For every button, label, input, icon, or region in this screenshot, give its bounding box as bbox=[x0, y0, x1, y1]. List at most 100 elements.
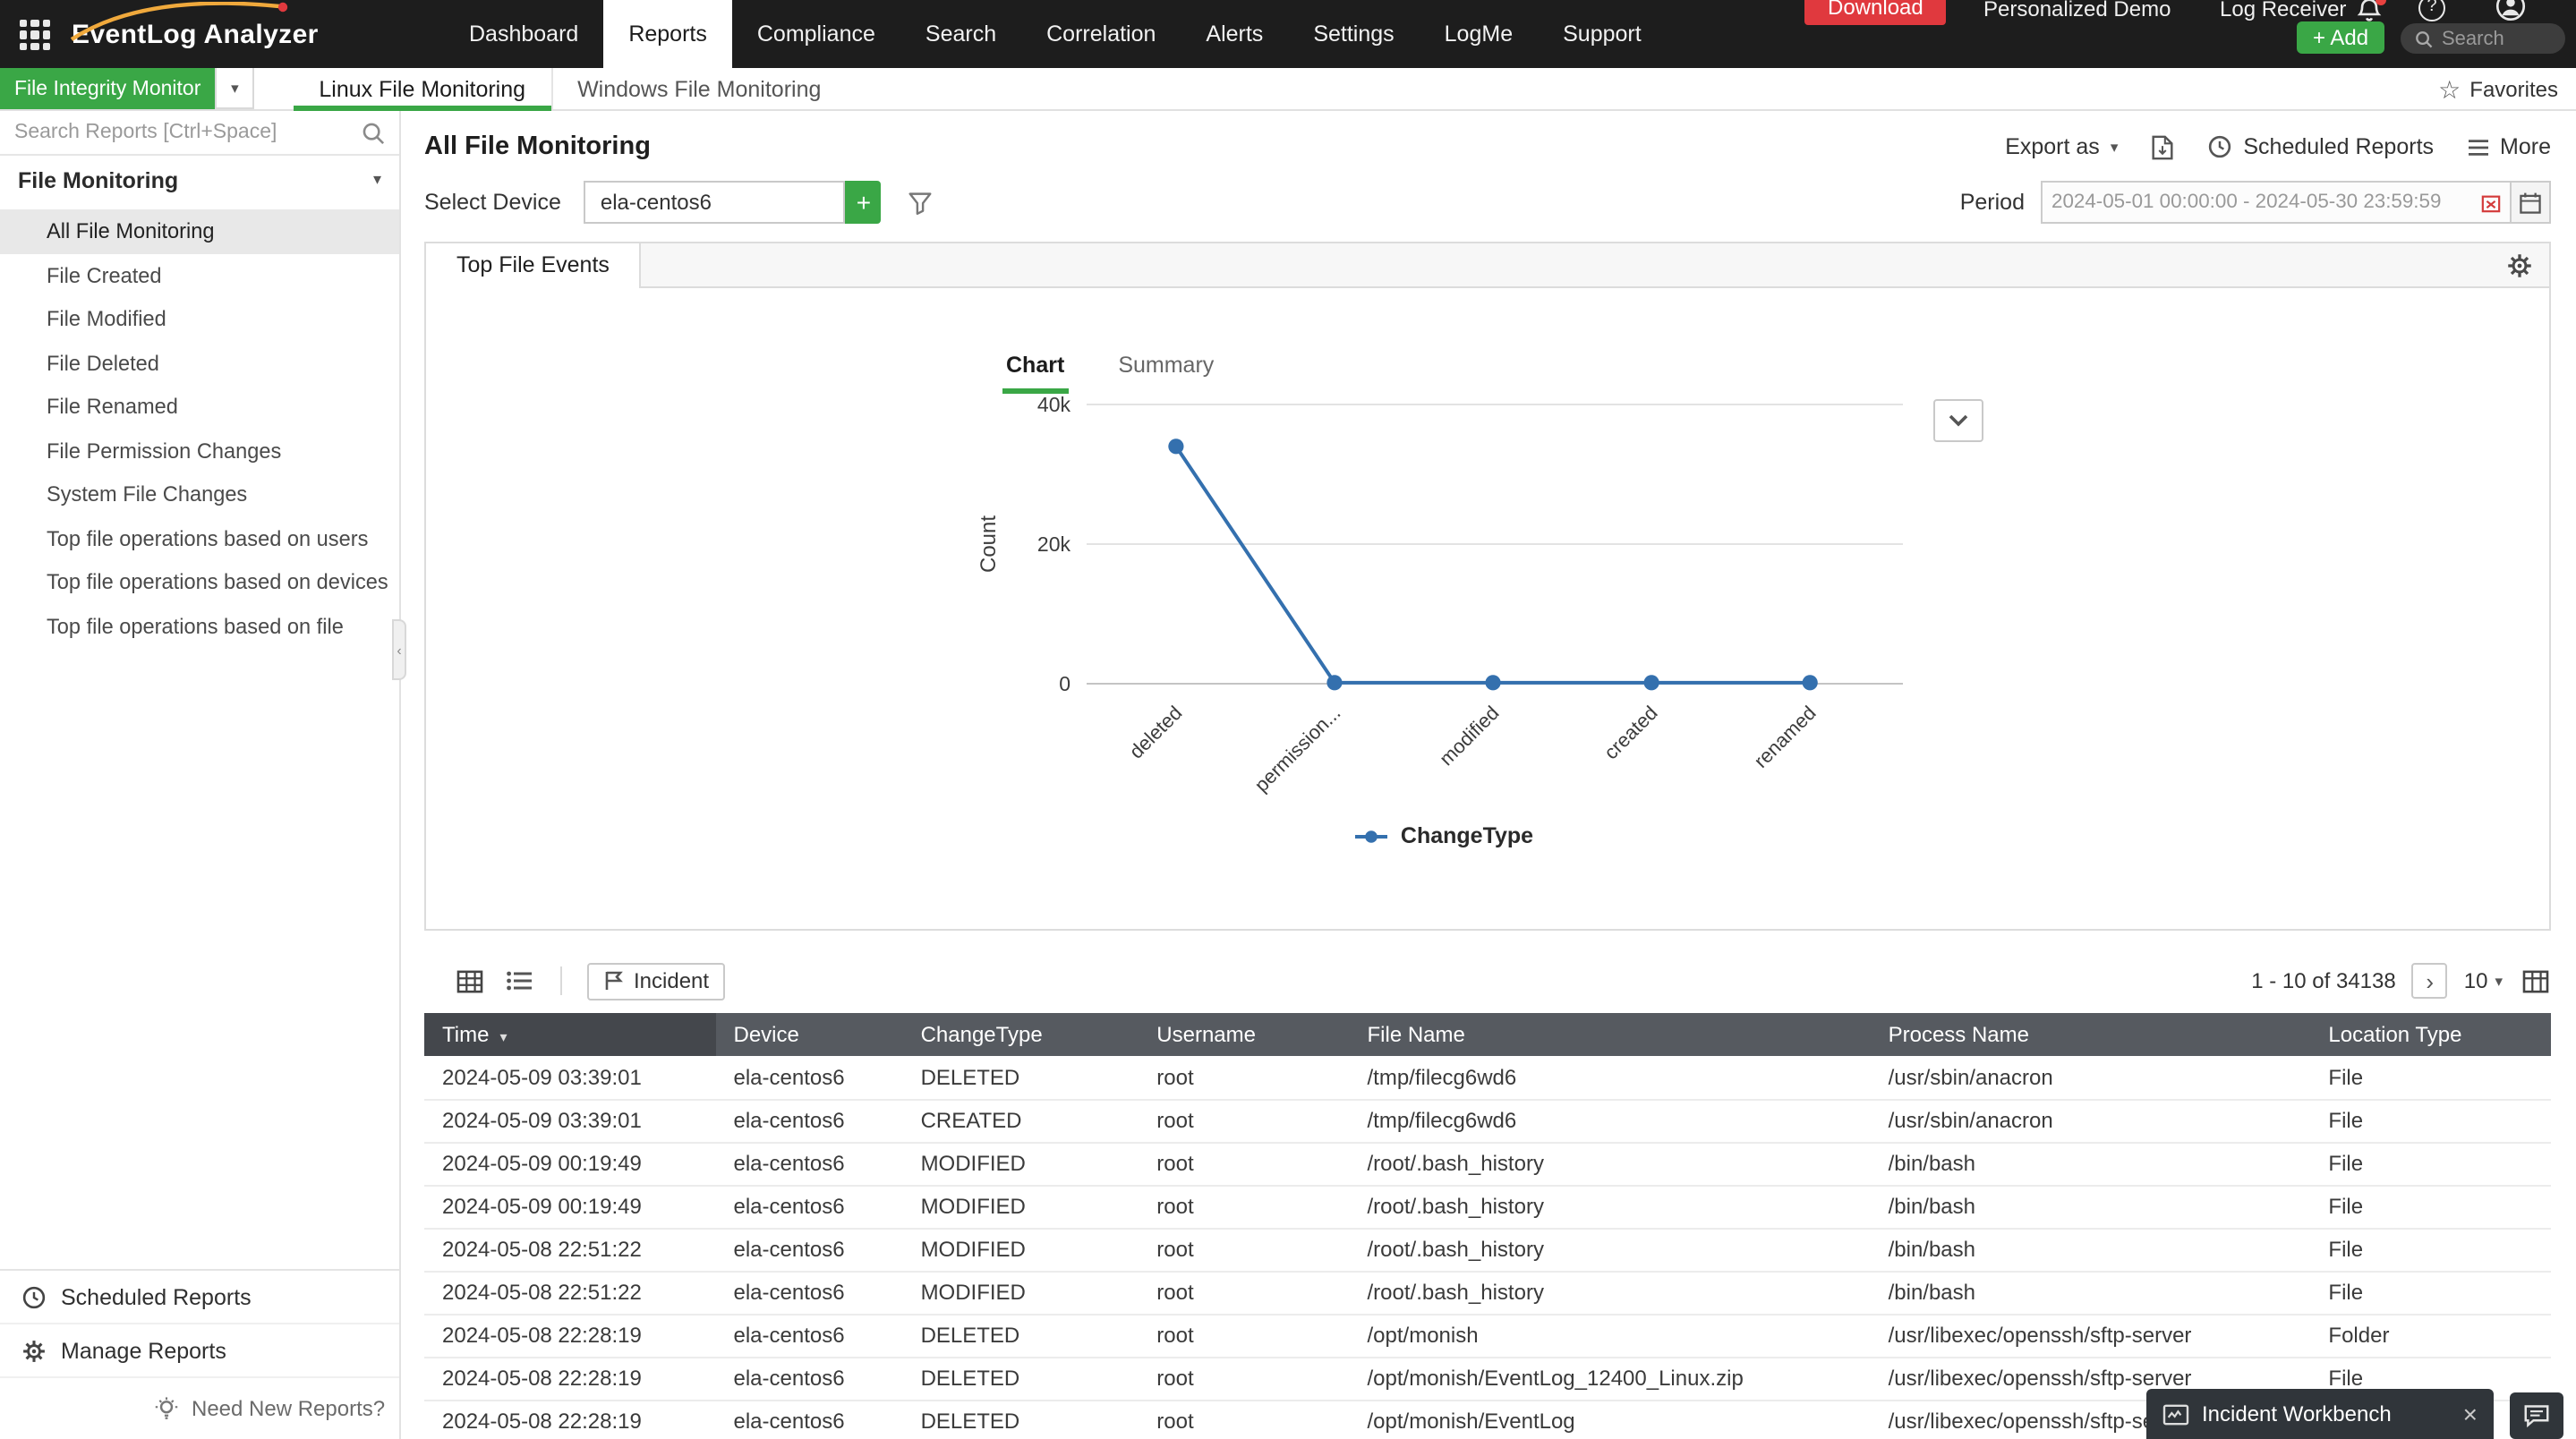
chart-legend[interactable]: ChangeType bbox=[401, 823, 2506, 848]
subtab-windows-file-monitoring[interactable]: Windows File Monitoring bbox=[550, 68, 846, 109]
column-header[interactable]: Location Type bbox=[2310, 1013, 2551, 1056]
gear-icon bbox=[23, 1340, 45, 1361]
table-row[interactable]: 2024-05-08 22:51:22 ela-centos6 MODIFIED ro… bbox=[424, 1271, 2551, 1315]
help-icon[interactable]: ? bbox=[2418, 0, 2445, 21]
favorites-button[interactable]: ☆ Favorites bbox=[2438, 68, 2576, 109]
panel-settings-gear-icon[interactable] bbox=[2506, 252, 2533, 279]
sidebar-item[interactable]: File Deleted bbox=[47, 350, 159, 375]
period-clear-icon[interactable] bbox=[2481, 192, 2501, 212]
file-integrity-monitor-dropdown[interactable]: File Integrity Monitor bbox=[0, 68, 216, 109]
nav-item-alerts[interactable]: Alerts bbox=[1206, 21, 1264, 47]
sidebar: File Monitoring ▾ All File Monitoring Fil… bbox=[0, 111, 406, 1439]
nav-item-compliance[interactable]: Compliance bbox=[756, 21, 875, 47]
sidebar-item[interactable]: File Created bbox=[47, 262, 162, 287]
notifications-bell-icon[interactable] bbox=[2356, 0, 2386, 32]
nav-item-correlation[interactable]: Correlation bbox=[1046, 21, 1156, 47]
sidebar-item[interactable]: Top file operations based on users bbox=[47, 525, 369, 550]
table-cell: 2024-05-09 03:39:01 bbox=[424, 1099, 716, 1143]
sidebar-collapse-handle[interactable]: ‹ bbox=[392, 619, 406, 680]
next-page-button[interactable]: › bbox=[2411, 963, 2448, 999]
table-row[interactable]: 2024-05-09 03:39:01 ela-centos6 CREATED roo… bbox=[424, 1099, 2551, 1143]
incident-button[interactable]: Incident bbox=[587, 962, 726, 1000]
table-row[interactable]: 2024-05-08 22:51:22 ela-centos6 MODIFIED ro… bbox=[424, 1228, 2551, 1272]
more-button[interactable]: More bbox=[2466, 134, 2551, 159]
sidebar-search-input[interactable] bbox=[0, 111, 399, 154]
topbar-search[interactable] bbox=[2401, 23, 2565, 54]
sidebar-section-file-monitoring[interactable]: File Monitoring ▾ bbox=[0, 156, 399, 204]
sidebar-item[interactable]: File Modified bbox=[47, 306, 166, 331]
sidebar-item[interactable]: All File Monitoring bbox=[0, 209, 399, 253]
table-body: 2024-05-09 03:39:01 ela-centos6 DELETED roo… bbox=[424, 1056, 2551, 1439]
nav-item-reports[interactable]: Reports bbox=[603, 0, 732, 68]
nav-item-dashboard[interactable]: Dashboard bbox=[469, 21, 579, 47]
view-tab-summary[interactable]: Summary bbox=[1118, 353, 1215, 378]
table-row[interactable]: 2024-05-09 00:19:49 ela-centos6 MODIFIED ro… bbox=[424, 1142, 2551, 1186]
sidebar-report-list: All File Monitoring File Created File Modi… bbox=[0, 204, 399, 1269]
scheduled-reports-button[interactable]: Scheduled Reports bbox=[2207, 134, 2434, 159]
table-row[interactable]: 2024-05-09 03:39:01 ela-centos6 DELETED roo… bbox=[424, 1056, 2551, 1100]
view-tab-chart[interactable]: Chart bbox=[1002, 353, 1069, 394]
table-cell: root bbox=[1139, 1185, 1350, 1229]
sidebar-item[interactable]: File Renamed bbox=[47, 394, 178, 419]
column-header[interactable]: Device bbox=[715, 1013, 903, 1056]
nav-item-settings[interactable]: Settings bbox=[1313, 21, 1395, 47]
export-as-button[interactable]: Export as ▾ bbox=[2005, 134, 2118, 159]
legend-label: ChangeType bbox=[1400, 823, 1534, 848]
sidebar-manage-reports[interactable]: Manage Reports bbox=[0, 1324, 399, 1378]
table-row[interactable]: 2024-05-08 22:28:19 ela-centos6 DELETED roo… bbox=[424, 1314, 2551, 1358]
table-row[interactable]: 2024-05-09 00:19:49 ela-centos6 MODIFIED ro… bbox=[424, 1185, 2551, 1229]
table-cell: root bbox=[1139, 1314, 1350, 1358]
list-view-icon[interactable] bbox=[503, 965, 535, 997]
column-header[interactable]: ChangeType bbox=[902, 1013, 1139, 1056]
table-cell: /root/.bash_history bbox=[1349, 1185, 1871, 1229]
incident-workbench-bar[interactable]: Incident Workbench × bbox=[2146, 1389, 2494, 1439]
fim-caret-button[interactable]: ▾ bbox=[215, 68, 255, 109]
personalized-demo-link[interactable]: Personalized Demo bbox=[1983, 0, 2171, 21]
feedback-chat-button[interactable] bbox=[2510, 1392, 2563, 1439]
column-chooser-icon[interactable] bbox=[2519, 965, 2551, 997]
sidebar-item[interactable]: File Permission Changes bbox=[47, 438, 282, 463]
sidebar-item[interactable]: System File Changes bbox=[47, 481, 248, 507]
column-header[interactable]: File Name bbox=[1349, 1013, 1871, 1056]
nav-item-search[interactable]: Search bbox=[925, 21, 997, 47]
chevron-down-icon: ▾ bbox=[372, 170, 381, 188]
device-input[interactable] bbox=[584, 181, 846, 224]
table-cell: ela-centos6 bbox=[715, 1400, 903, 1439]
table-cell: CREATED bbox=[902, 1099, 1139, 1143]
table-view-icon[interactable] bbox=[453, 965, 485, 997]
column-header[interactable]: Time ▾ bbox=[424, 1013, 716, 1056]
table-cell: ela-centos6 bbox=[715, 1099, 903, 1143]
user-avatar-icon[interactable] bbox=[2495, 0, 2526, 30]
add-device-button[interactable]: + bbox=[845, 181, 882, 224]
export-schedule-icon[interactable] bbox=[2150, 133, 2175, 160]
log-receiver-link[interactable]: Log Receiver bbox=[2220, 0, 2347, 21]
table-cell: Folder bbox=[2310, 1314, 2551, 1358]
workbench-close-icon[interactable]: × bbox=[2462, 1400, 2478, 1428]
column-header[interactable]: Username bbox=[1139, 1013, 1350, 1056]
apps-grid-icon[interactable] bbox=[20, 20, 50, 50]
period-input[interactable]: 2024-05-01 00:00:00 - 2024-05-30 23:59:5… bbox=[2041, 181, 2512, 224]
nav-item-logme[interactable]: LogMe bbox=[1444, 21, 1514, 47]
table-cell: /bin/bash bbox=[1870, 1271, 2311, 1315]
chart-collapse-button[interactable] bbox=[1933, 399, 1983, 442]
subtab-linux-file-monitoring[interactable]: Linux File Monitoring bbox=[294, 68, 551, 111]
table-row[interactable]: 2024-05-08 22:28:19 ela-centos6 DELETED roo… bbox=[424, 1357, 2551, 1401]
need-new-reports-link[interactable]: Need New Reports? bbox=[0, 1378, 399, 1439]
download-button[interactable]: Download bbox=[1804, 0, 1947, 25]
calendar-button[interactable] bbox=[2512, 181, 2551, 224]
add-button[interactable]: + Add bbox=[2297, 21, 2385, 54]
topbar: EventLog Analyzer Dashboard Reports Compli… bbox=[0, 0, 2576, 68]
filter-icon[interactable] bbox=[908, 191, 934, 214]
sidebar-item[interactable]: Top file operations based on file bbox=[47, 613, 344, 638]
nav-item-support[interactable]: Support bbox=[1563, 21, 1642, 47]
page-size-select[interactable]: 10 ▾ bbox=[2464, 968, 2503, 993]
column-header[interactable]: Process Name bbox=[1870, 1013, 2311, 1056]
sidebar-item[interactable]: Top file operations based on devices bbox=[47, 569, 388, 594]
search-icon[interactable] bbox=[362, 122, 385, 145]
table-cell: ela-centos6 bbox=[715, 1142, 903, 1186]
chevron-down-icon bbox=[1949, 414, 1968, 427]
topbar-search-input[interactable] bbox=[2442, 28, 2546, 49]
sidebar-scheduled-reports[interactable]: Scheduled Reports bbox=[0, 1271, 399, 1324]
tab-top-file-events[interactable]: Top File Events bbox=[426, 243, 642, 290]
